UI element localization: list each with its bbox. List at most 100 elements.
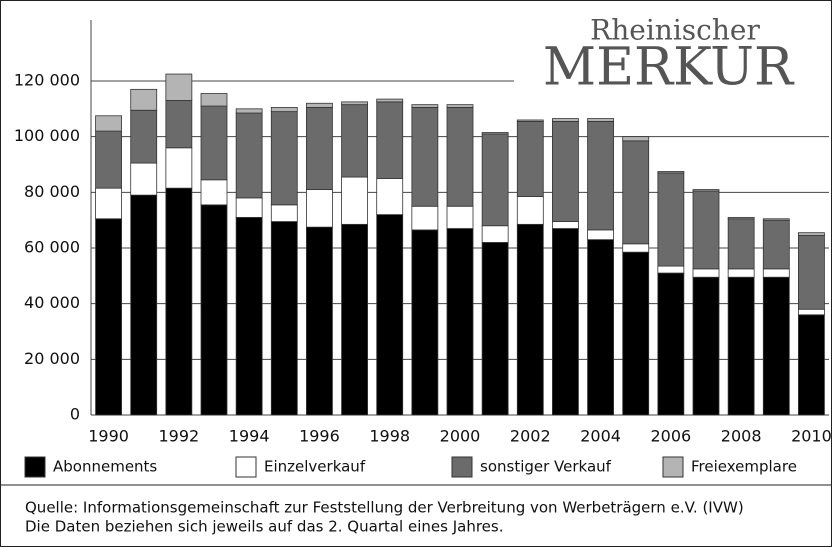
x-tick-label: 2002 xyxy=(510,427,551,446)
bar-segment xyxy=(200,105,228,181)
bar-segment xyxy=(130,109,158,164)
bar-segment xyxy=(622,140,650,245)
bar-segment xyxy=(341,223,368,416)
bar-segment xyxy=(130,88,158,111)
bar-segment xyxy=(376,178,404,216)
legend-swatch xyxy=(662,456,684,478)
x-tick-label: 1990 xyxy=(88,427,129,446)
bar-segment xyxy=(587,118,614,122)
bar-segment xyxy=(727,216,755,220)
bar-segment xyxy=(552,228,579,416)
x-tick-label: 1994 xyxy=(229,427,270,446)
bar-segment xyxy=(165,187,193,416)
bar-segment xyxy=(798,308,825,316)
bar-segment xyxy=(411,104,439,108)
bar-segment xyxy=(341,101,368,106)
y-tick-label: 60 000 xyxy=(24,238,80,257)
legend-label: Abonnements xyxy=(53,458,157,476)
bar-segment xyxy=(481,225,509,243)
bar-segment xyxy=(692,190,720,270)
bar-segment xyxy=(306,107,333,190)
bar-segment xyxy=(516,119,544,122)
bar-segment xyxy=(270,107,298,113)
bar-segment xyxy=(516,223,544,416)
bar-segment xyxy=(692,268,720,278)
bar-segment xyxy=(587,120,614,231)
bar-segment xyxy=(235,216,263,416)
bar-segment xyxy=(446,107,474,207)
x-tick-label: 2004 xyxy=(580,427,621,446)
bar-segment xyxy=(200,204,228,416)
bar-segment xyxy=(762,276,790,416)
bar-segment xyxy=(446,104,474,108)
bar-segment xyxy=(376,101,404,179)
bar-segment xyxy=(95,115,122,132)
x-tick-label: 2006 xyxy=(650,427,691,446)
y-tick-label: 100 000 xyxy=(14,126,80,145)
bar-segment xyxy=(130,194,158,416)
legend-label: Einzelverkauf xyxy=(264,458,366,476)
x-tick-label: 2008 xyxy=(721,427,762,446)
y-tick-label: 20 000 xyxy=(24,349,80,368)
y-tick-label: 120 000 xyxy=(14,71,80,90)
bar-segment xyxy=(657,171,685,174)
bar-segment xyxy=(692,276,720,416)
bar-segment xyxy=(657,272,685,416)
bar-segment xyxy=(95,187,122,220)
bar-segment xyxy=(200,93,228,107)
legend-swatch xyxy=(24,456,46,478)
bar-segment xyxy=(657,265,685,274)
bar-segment xyxy=(165,147,193,189)
bar-segment xyxy=(446,205,474,229)
bar-segment xyxy=(270,204,298,222)
bar-segment xyxy=(481,132,509,135)
bar-segment xyxy=(798,314,825,416)
bar-segment xyxy=(130,162,158,196)
legend-label: Freiexemplare xyxy=(691,458,797,476)
bar-segment xyxy=(516,120,544,197)
bar-segment xyxy=(587,239,614,416)
logo-top: Rheinischer xyxy=(590,14,760,47)
bar-segment xyxy=(306,102,333,108)
bar-segment xyxy=(235,108,263,114)
bar-segment xyxy=(200,179,228,206)
bar-segment xyxy=(270,111,298,206)
bar-segment xyxy=(762,218,790,221)
y-tick-label: 0 xyxy=(70,405,80,424)
bar-segment xyxy=(657,172,685,267)
bar-segment xyxy=(516,196,544,225)
logo-main: MERKUR xyxy=(543,38,795,98)
x-tick-label: 1992 xyxy=(158,427,199,446)
bar-segment xyxy=(622,136,650,142)
bar-segment xyxy=(762,268,790,278)
y-tick-label: 80 000 xyxy=(24,182,80,201)
y-tick-label: 40 000 xyxy=(24,293,80,312)
bar-segment xyxy=(622,251,650,416)
bar-segment xyxy=(341,104,368,178)
source-line: Die Daten beziehen sich jeweils auf das … xyxy=(25,518,503,536)
bar-segment xyxy=(341,176,368,225)
bar-segment xyxy=(552,221,579,229)
bar-segment xyxy=(411,205,439,231)
bar-segment xyxy=(727,276,755,416)
bar-segment xyxy=(481,133,509,227)
bar-segment xyxy=(798,232,825,236)
x-tick-label: 1998 xyxy=(369,427,410,446)
bar-segment xyxy=(306,189,333,228)
bar-segment xyxy=(235,112,263,199)
bar-segment xyxy=(95,218,122,416)
legend-label: sonstiger Verkauf xyxy=(480,458,612,476)
x-tick-label: 2000 xyxy=(440,427,481,446)
bar-segment xyxy=(235,197,263,218)
bar-segment xyxy=(165,100,193,149)
bar-segment xyxy=(95,130,122,189)
bar-segment xyxy=(727,218,755,270)
bar-segment xyxy=(306,226,333,416)
bar-segment xyxy=(481,242,509,416)
legend-swatch xyxy=(451,456,473,478)
x-tick-label: 2010 xyxy=(791,427,832,446)
bar-segment xyxy=(552,118,579,122)
bar-segment xyxy=(376,98,404,103)
bar-segment xyxy=(165,73,193,101)
